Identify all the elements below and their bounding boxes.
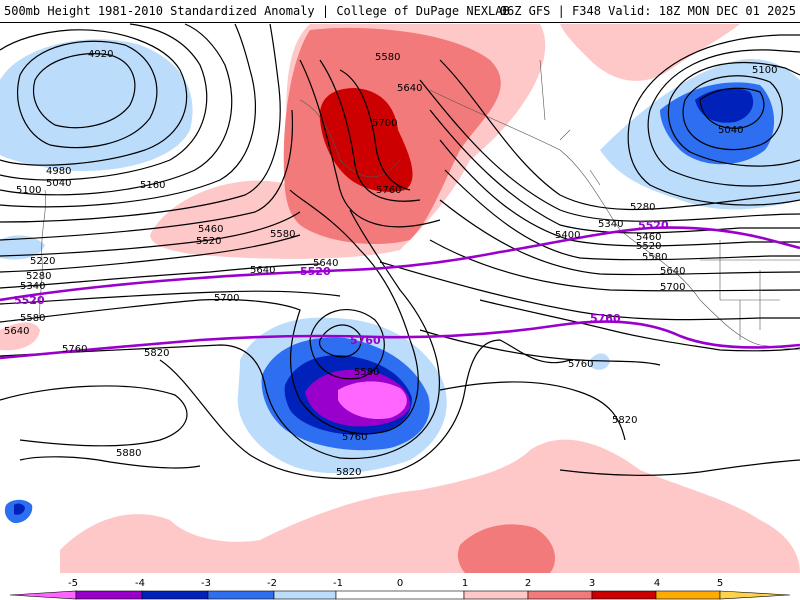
highlight-label-5520-mid: 5520 xyxy=(300,265,331,278)
tick--3: -3 xyxy=(201,578,211,589)
label-5580-c: 5580 xyxy=(354,367,379,378)
label-5340-b: 5340 xyxy=(598,219,623,230)
label-5760: 5760 xyxy=(376,185,401,196)
tick--5: -5 xyxy=(68,578,78,589)
label-5640-e: 5640 xyxy=(4,326,29,337)
map-title: 500mb Height 1981-2010 Standardized Anom… xyxy=(4,4,510,18)
contour-labels: 4920 4980 5040 5100 5160 5220 5280 5340 … xyxy=(4,49,777,478)
label-5640: 5640 xyxy=(397,83,422,94)
label-5040-b: 5040 xyxy=(718,125,743,136)
label-5580-e: 5580 xyxy=(20,313,45,324)
tick-2: 2 xyxy=(525,578,531,589)
label-4980: 4980 xyxy=(46,166,71,177)
colorbar-ticks: -5 -4 -3 -2 -1 0 1 2 3 4 5 xyxy=(68,578,723,589)
tick-3: 3 xyxy=(589,578,595,589)
label-5160: 5160 xyxy=(140,180,165,191)
label-5820: 5820 xyxy=(336,467,361,478)
label-5700-b: 5700 xyxy=(214,293,239,304)
tick-1: 1 xyxy=(462,578,468,589)
anomaly-map: 4920 4980 5040 5100 5160 5220 5280 5340 … xyxy=(0,23,800,573)
label-4920: 4920 xyxy=(88,49,113,60)
label-5580-b: 5580 xyxy=(270,229,295,240)
label-5040: 5040 xyxy=(46,178,71,189)
tick-4: 4 xyxy=(654,578,660,589)
highlight-label-5760-right: 5760 xyxy=(590,312,621,325)
highlight-label-5520-left: 5520 xyxy=(14,294,45,307)
label-5760-b: 5760 xyxy=(62,344,87,355)
highlight-label-5520-right: 5520 xyxy=(638,219,669,232)
tick-5: 5 xyxy=(717,578,723,589)
label-5700-c: 5700 xyxy=(660,282,685,293)
label-5880: 5880 xyxy=(116,448,141,459)
highlight-contours xyxy=(0,226,800,360)
label-5100: 5100 xyxy=(16,185,41,196)
label-5760-c: 5760 xyxy=(342,432,367,443)
negative-anomaly-shading xyxy=(0,39,800,524)
label-5460-b: 5460 xyxy=(636,232,661,243)
label-5280-b: 5280 xyxy=(630,202,655,213)
coastlines xyxy=(39,59,800,351)
tick--2: -2 xyxy=(267,578,277,589)
colorbar-swatches xyxy=(9,590,791,600)
label-5460: 5460 xyxy=(198,224,223,235)
label-5700: 5700 xyxy=(372,118,397,129)
label-5640-d: 5640 xyxy=(660,266,685,277)
tick-0: 0 xyxy=(397,578,403,589)
label-5580-d: 5580 xyxy=(642,252,667,263)
highlight-label-5760-mid: 5760 xyxy=(350,334,381,347)
height-contours xyxy=(0,23,800,480)
positive-anomaly-shading xyxy=(0,24,800,573)
label-5100-b: 5100 xyxy=(752,65,777,76)
tick--4: -4 xyxy=(135,578,145,589)
label-5520: 5520 xyxy=(196,236,221,247)
tick--1: -1 xyxy=(333,578,343,589)
label-5820-b: 5820 xyxy=(144,348,169,359)
anomaly-colorbar: -5 -4 -3 -2 -1 0 1 2 3 4 5 xyxy=(0,574,800,600)
label-5280: 5280 xyxy=(26,271,51,282)
model-run-info: 06Z GFS | F348 Valid: 18Z MON DEC 01 202… xyxy=(499,4,796,18)
label-5400: 5400 xyxy=(555,230,580,241)
label-5820-c: 5820 xyxy=(612,415,637,426)
label-5640-b: 5640 xyxy=(250,265,275,276)
label-5340: 5340 xyxy=(20,281,45,292)
label-5220: 5220 xyxy=(30,256,55,267)
label-5580: 5580 xyxy=(375,52,400,63)
label-5520-b: 5520 xyxy=(636,241,661,252)
label-5760-d: 5760 xyxy=(568,359,593,370)
map-header: 500mb Height 1981-2010 Standardized Anom… xyxy=(0,0,800,23)
label-5640-c: 5640 xyxy=(313,258,338,269)
